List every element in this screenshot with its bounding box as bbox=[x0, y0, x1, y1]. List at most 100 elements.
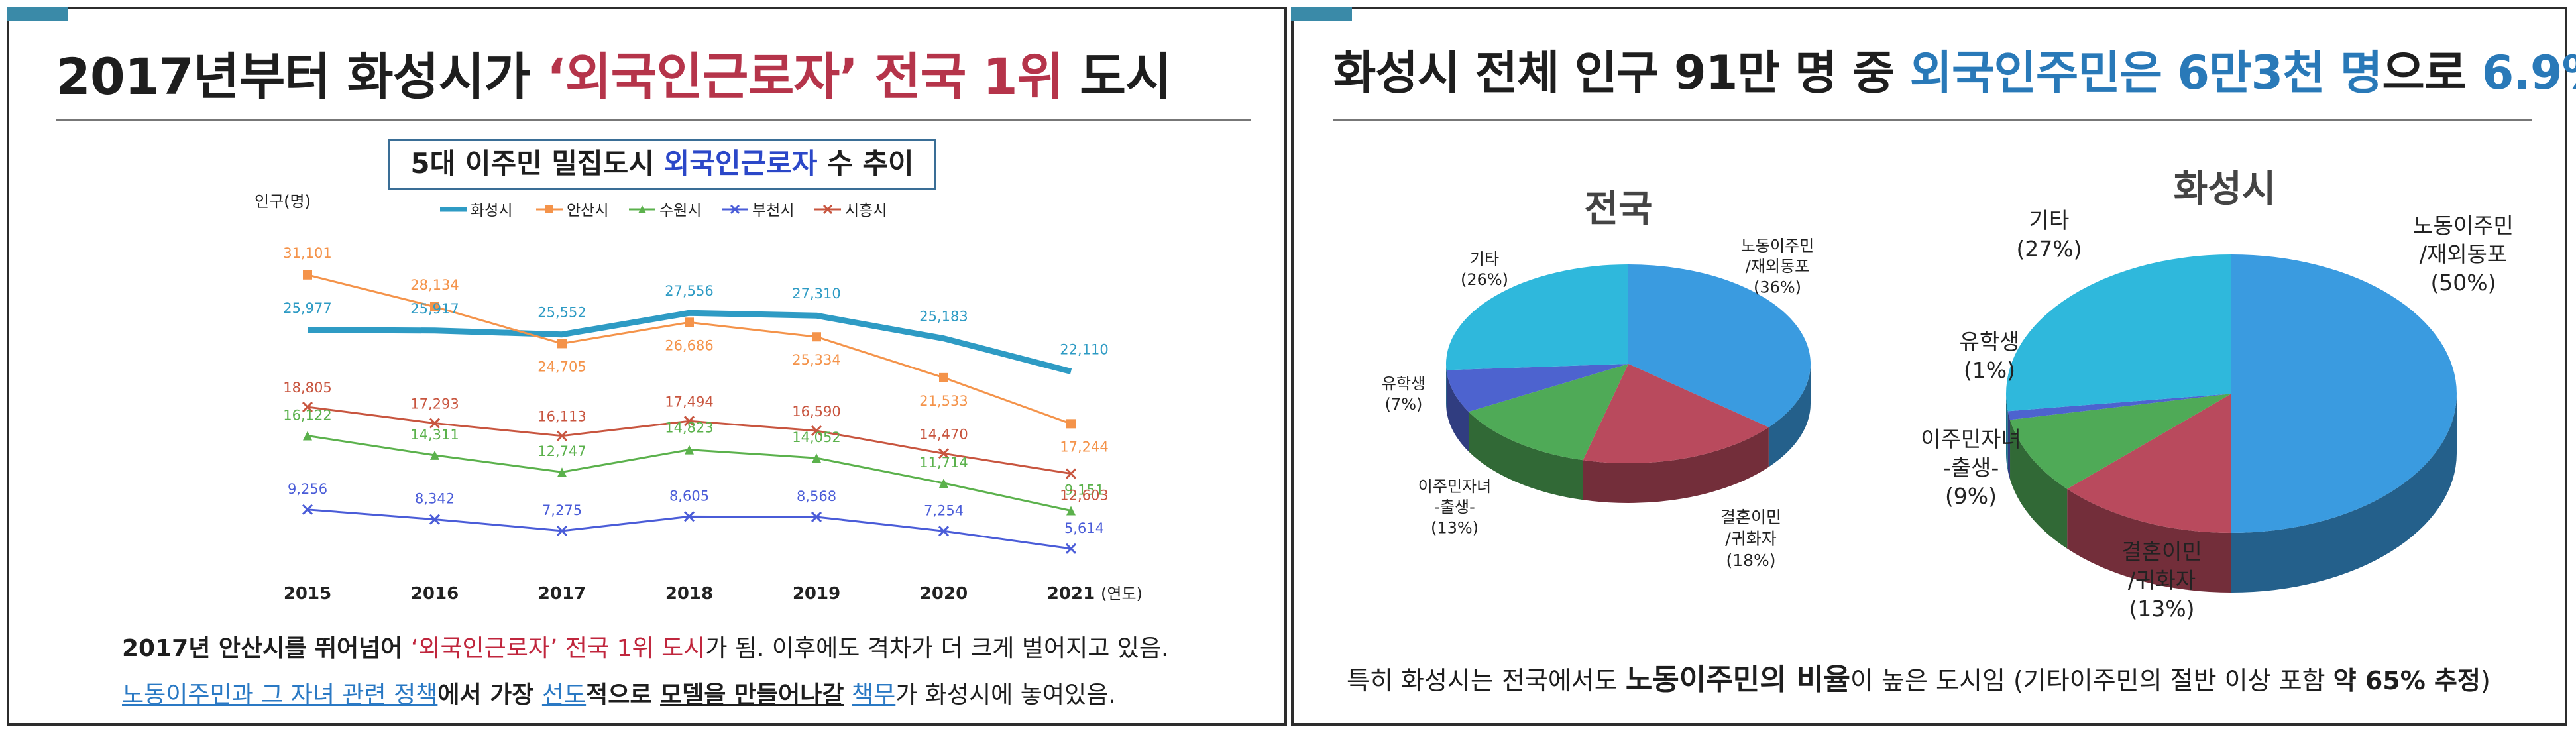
left-slide: 2017년부터 화성시가 ‘외국인근로자’ 전국 1위 도시 5대 이주민 밀집… bbox=[7, 7, 1287, 726]
right-slide-title: 화성시 전체 인구 91만 명 중 외국인주민은 6만3천 명으로 6.9% bbox=[1333, 36, 2576, 103]
data-label: 24,705 bbox=[537, 359, 586, 374]
data-point bbox=[557, 467, 567, 477]
data-label: 9,256 bbox=[288, 481, 327, 497]
pie-slice-side bbox=[1469, 412, 1583, 500]
svg-text:유학생: 유학생 bbox=[1959, 329, 2019, 355]
data-point bbox=[811, 511, 822, 523]
pie-title: 전국 bbox=[1584, 188, 1652, 231]
data-point bbox=[1066, 419, 1076, 429]
pie-slice-side bbox=[1583, 427, 1769, 503]
svg-text:(7%): (7%) bbox=[1385, 395, 1423, 414]
caption-text: 에서 가장 bbox=[437, 681, 542, 708]
caption-underlined: 모델을 만들어나갈 bbox=[660, 681, 844, 708]
data-label: 9,151 bbox=[1064, 482, 1104, 498]
svg-text:기타: 기타 bbox=[1470, 250, 1499, 268]
caption-text: 특히 화성시는 전국에서도 bbox=[1347, 666, 1626, 695]
line-chart: 화성시 안산시 수원시 부천시 시흥시 25,977 25,917 25,552 27,556… bbox=[254, 192, 1143, 604]
data-label: 17,494 bbox=[665, 394, 713, 410]
data-point bbox=[1066, 506, 1076, 516]
svg-text:(26%): (26%) bbox=[1461, 270, 1508, 289]
data-label: 8,568 bbox=[797, 488, 836, 504]
data-label: 25,552 bbox=[537, 305, 586, 321]
pie-slice-label: 이주민자녀 -출생-(9%) bbox=[1921, 426, 2021, 509]
slide-corner-accent bbox=[7, 7, 68, 21]
data-label: 11,714 bbox=[919, 455, 968, 471]
data-point bbox=[683, 511, 695, 522]
data-label: 14,470 bbox=[919, 426, 968, 442]
pie-slice bbox=[2006, 254, 2231, 412]
left-caption-line-1: 2017년 안산시를 뛰어넘어 ‘외국인근로자’ 전국 1위 도시가 됨. 이후… bbox=[122, 629, 1168, 663]
legend-marker bbox=[638, 205, 646, 213]
legend-label: 화성시 bbox=[471, 202, 512, 219]
legend-label: 안산시 bbox=[567, 202, 608, 219]
pie-slice-side bbox=[1768, 364, 1811, 467]
data-point bbox=[938, 526, 950, 537]
pie-slice bbox=[1446, 264, 1628, 370]
pie-slice-label: 노동이주민/재외동포 (36%) bbox=[1741, 237, 1814, 296]
svg-text:(13%): (13%) bbox=[1431, 518, 1479, 537]
pie-slice bbox=[1469, 364, 1628, 461]
chart-title-part: 수 추이 bbox=[817, 147, 914, 180]
legend-label: 시흥시 bbox=[845, 202, 887, 219]
x-tick-label: 2016 bbox=[411, 584, 459, 604]
pie-slice bbox=[2067, 394, 2231, 533]
line-chart-title: 5대 이주민 밀집도시 외국인근로자 수 추이 bbox=[388, 139, 936, 190]
data-label: 25,334 bbox=[792, 352, 840, 368]
svg-text:(1%): (1%) bbox=[1964, 357, 2015, 383]
chart-title-part: 5대 이주민 밀집도시 bbox=[410, 147, 664, 180]
legend-marker bbox=[730, 204, 740, 215]
data-label: 7,275 bbox=[542, 502, 582, 518]
pie-slice bbox=[2010, 394, 2231, 489]
svg-text:/귀화자: /귀화자 bbox=[2128, 567, 2196, 593]
caption-text: 가 화성시에 놓여있음. bbox=[895, 681, 1116, 708]
data-point bbox=[429, 418, 441, 429]
caption-text: 적으로 bbox=[586, 681, 661, 708]
svg-text:이주민자녀: 이주민자녀 bbox=[1921, 426, 2021, 452]
data-point bbox=[303, 270, 312, 280]
title-highlight: 6.9% bbox=[2481, 46, 2576, 100]
legend-label: 부천시 bbox=[752, 202, 794, 219]
slide-corner-accent bbox=[1291, 7, 1352, 21]
caption-space bbox=[844, 681, 852, 708]
data-label: 14,311 bbox=[410, 427, 459, 443]
svg-text:(36%): (36%) bbox=[1754, 278, 1801, 296]
pie-slice-side bbox=[1446, 364, 1447, 410]
data-label: 27,310 bbox=[792, 286, 840, 302]
pie-slice-side bbox=[2067, 488, 2231, 593]
pie-slice bbox=[2231, 254, 2457, 533]
svg-text:/재외동포: /재외동포 bbox=[1746, 257, 1809, 276]
svg-text:(18%): (18%) bbox=[1726, 551, 1775, 570]
legend-label: 수원시 bbox=[659, 202, 701, 219]
data-label: 25,977 bbox=[283, 300, 331, 316]
data-point bbox=[302, 401, 313, 413]
svg-text:(27%): (27%) bbox=[2016, 236, 2082, 262]
data-point bbox=[811, 425, 822, 437]
pie-slice-side bbox=[1446, 370, 1469, 452]
caption-highlight: 노동이주민과 그 자녀 관련 정책 bbox=[122, 681, 438, 708]
title-part: 도시 bbox=[1062, 47, 1172, 106]
y-axis-label: 인구(명) bbox=[254, 192, 311, 211]
data-label: 16,113 bbox=[537, 409, 586, 425]
x-tick-label: 2019 bbox=[793, 584, 840, 604]
data-point bbox=[556, 430, 568, 441]
x-tick-label: 2021 bbox=[1047, 584, 1095, 604]
data-label: 25,183 bbox=[919, 309, 968, 325]
data-label: 8,342 bbox=[415, 491, 455, 507]
svg-text:유학생: 유학생 bbox=[1382, 374, 1426, 393]
data-label: 14,823 bbox=[665, 420, 713, 436]
svg-text:(50%): (50%) bbox=[2430, 270, 2496, 296]
data-point bbox=[939, 478, 948, 488]
svg-text:기타: 기타 bbox=[2029, 207, 2070, 233]
x-tick-label: 2020 bbox=[920, 584, 968, 604]
svg-text:노동이주민: 노동이주민 bbox=[1741, 237, 1814, 255]
right-slide: 화성시 전체 인구 91만 명 중 외국인주민은 6만3천 명으로 6.9% 전… bbox=[1291, 7, 2576, 726]
series-line bbox=[307, 310, 1072, 374]
pie-slice bbox=[1628, 264, 1811, 427]
title-part: 2017년부터 화성시가 bbox=[56, 47, 547, 106]
data-point bbox=[1065, 468, 1077, 479]
data-point bbox=[812, 332, 821, 342]
pie-slice-side bbox=[2007, 411, 2011, 480]
pie-slice-label: 기타 (26%) bbox=[1461, 250, 1508, 289]
data-label: 31,101 bbox=[283, 245, 331, 261]
title-highlight: ‘외국인근로자’ 전국 1위 bbox=[546, 47, 1064, 106]
